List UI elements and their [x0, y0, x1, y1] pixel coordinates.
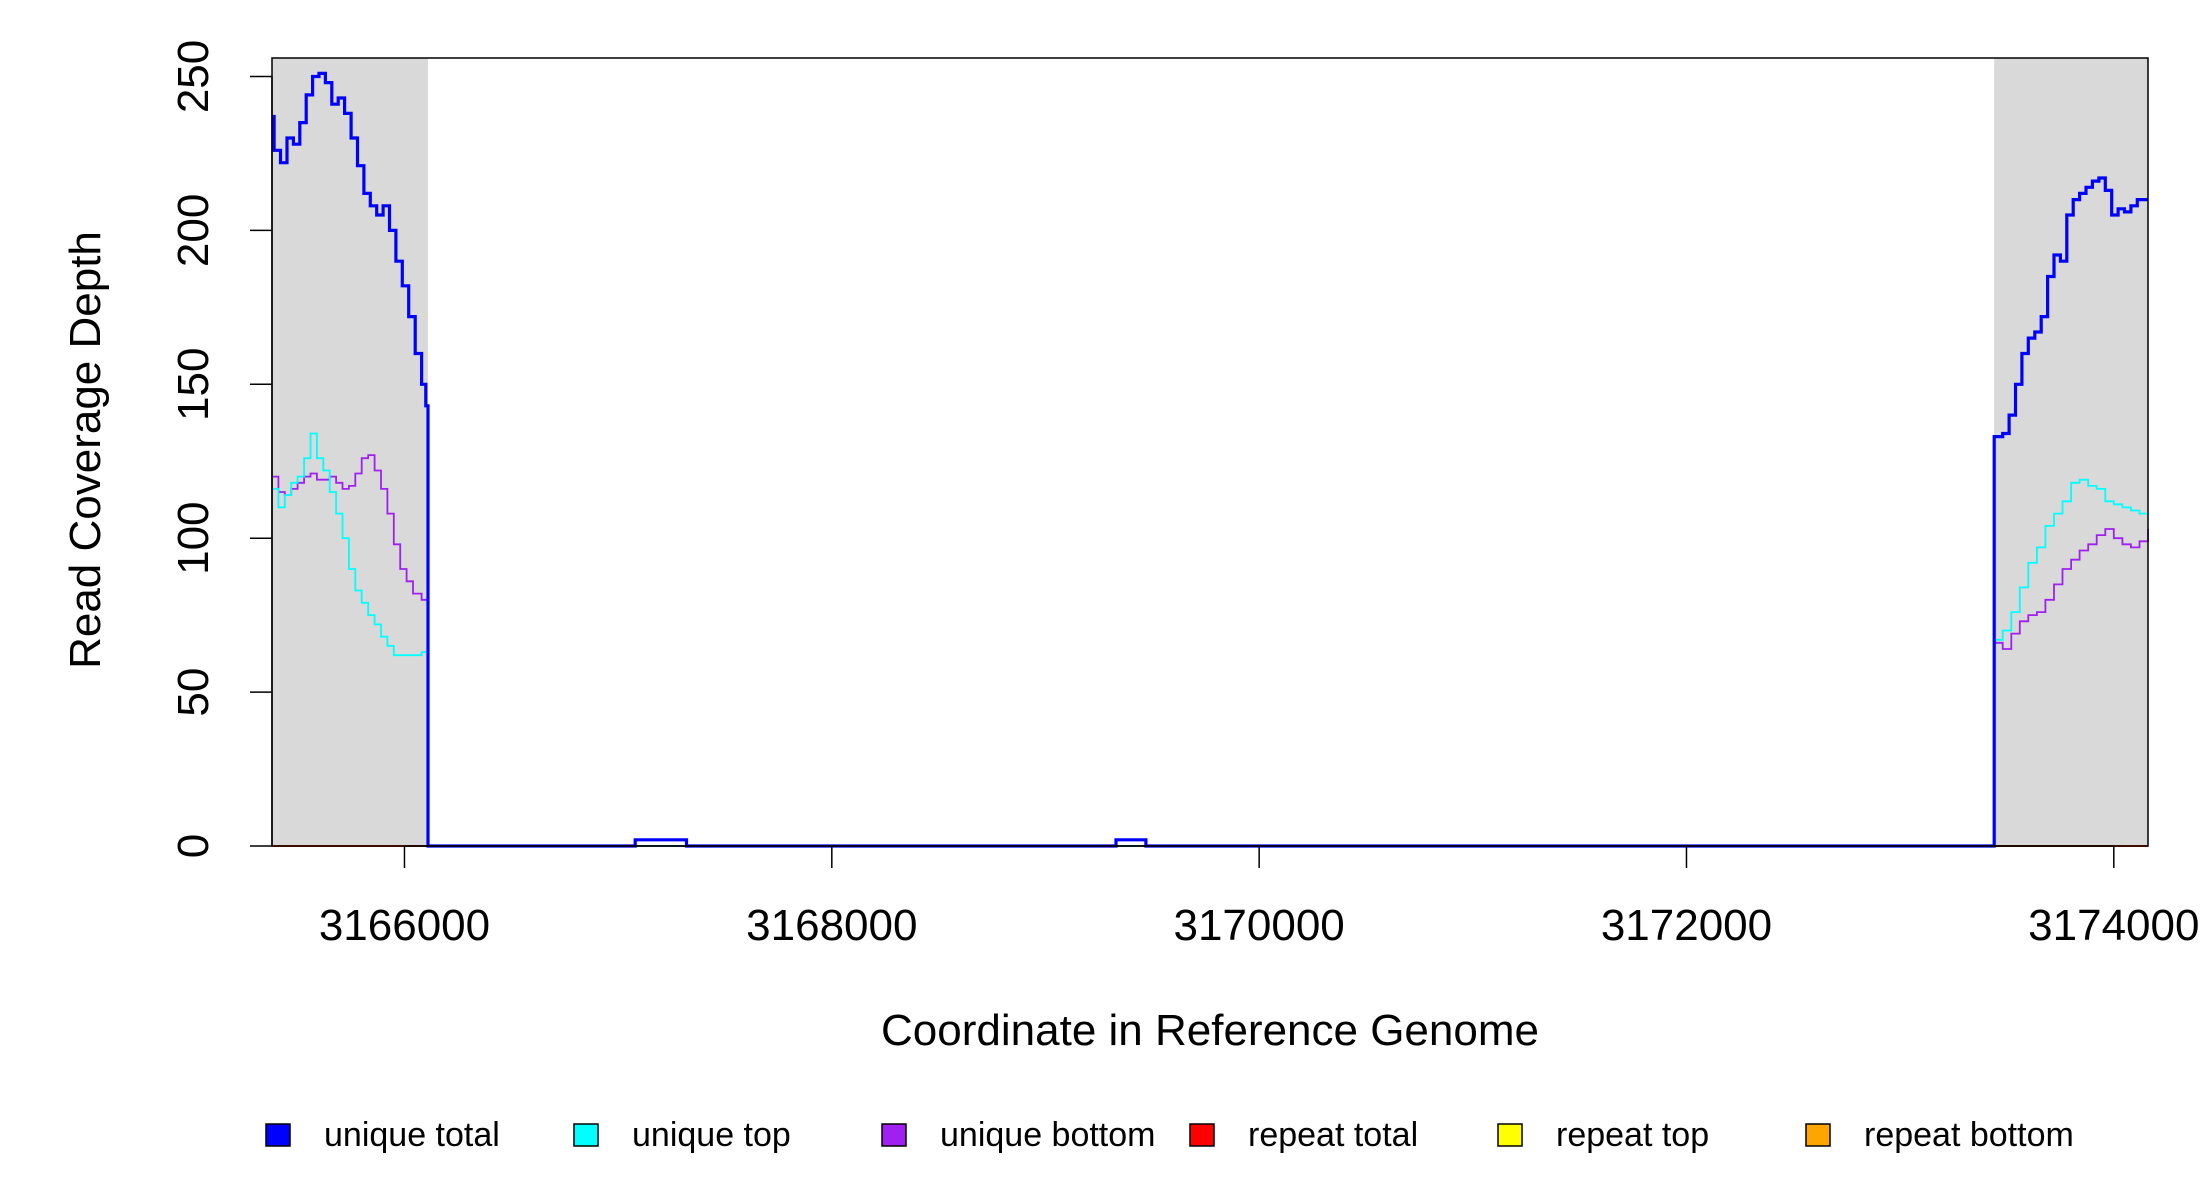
legend-label: unique top [632, 1116, 791, 1154]
shaded-regions [272, 58, 2148, 846]
legend-swatch [265, 1123, 291, 1147]
legend-item-unique-bottom: unique bottom [881, 1116, 1156, 1154]
y-tick-label: 100 [169, 501, 218, 574]
legend-item-repeat-bottom: repeat bottom [1805, 1116, 2074, 1154]
legend-item-repeat-total: repeat total [1189, 1116, 1418, 1154]
legend-swatch [1805, 1123, 1831, 1147]
x-axis-label: Coordinate in Reference Genome [881, 1006, 1539, 1055]
x-tick-label: 3174000 [2028, 901, 2199, 950]
y-tick-label: 50 [169, 668, 218, 717]
legend-swatch [573, 1123, 599, 1147]
legend-item-repeat-top: repeat top [1497, 1116, 1709, 1154]
legend-label: repeat top [1556, 1116, 1709, 1154]
legend: unique total unique top unique bottom repea… [265, 1116, 2074, 1154]
legend-swatch [1497, 1123, 1523, 1147]
x-axis: 3166000 3168000 3170000 3172000 3174000 [319, 845, 2199, 950]
y-tick-label: 0 [169, 834, 218, 858]
shaded-region-2 [1994, 58, 2148, 846]
legend-label: repeat total [1248, 1116, 1418, 1154]
y-axis-label: Read Coverage Depth [61, 231, 110, 669]
legend-swatch [881, 1123, 907, 1147]
x-tick-label: 3172000 [1601, 901, 1772, 950]
y-tick-label: 200 [169, 194, 218, 267]
legend-label: unique total [324, 1116, 500, 1154]
shaded-region-1 [272, 58, 428, 846]
legend-item-unique-top: unique top [573, 1116, 791, 1154]
y-tick-label: 150 [169, 348, 218, 421]
series-line-unique-bottom [272, 454, 2149, 847]
legend-label: unique bottom [940, 1116, 1156, 1154]
series-line-unique-top [272, 432, 2148, 847]
y-tick-label: 250 [169, 40, 218, 113]
x-tick-label: 3166000 [319, 901, 490, 950]
x-tick-label: 3168000 [746, 901, 917, 950]
y-axis: 0 50 100 150 200 250 [169, 40, 273, 858]
legend-item-unique-total: unique total [265, 1116, 500, 1154]
legend-swatch [1189, 1123, 1215, 1147]
x-tick-label: 3170000 [1173, 901, 1344, 950]
legend-label: repeat bottom [1864, 1116, 2074, 1154]
